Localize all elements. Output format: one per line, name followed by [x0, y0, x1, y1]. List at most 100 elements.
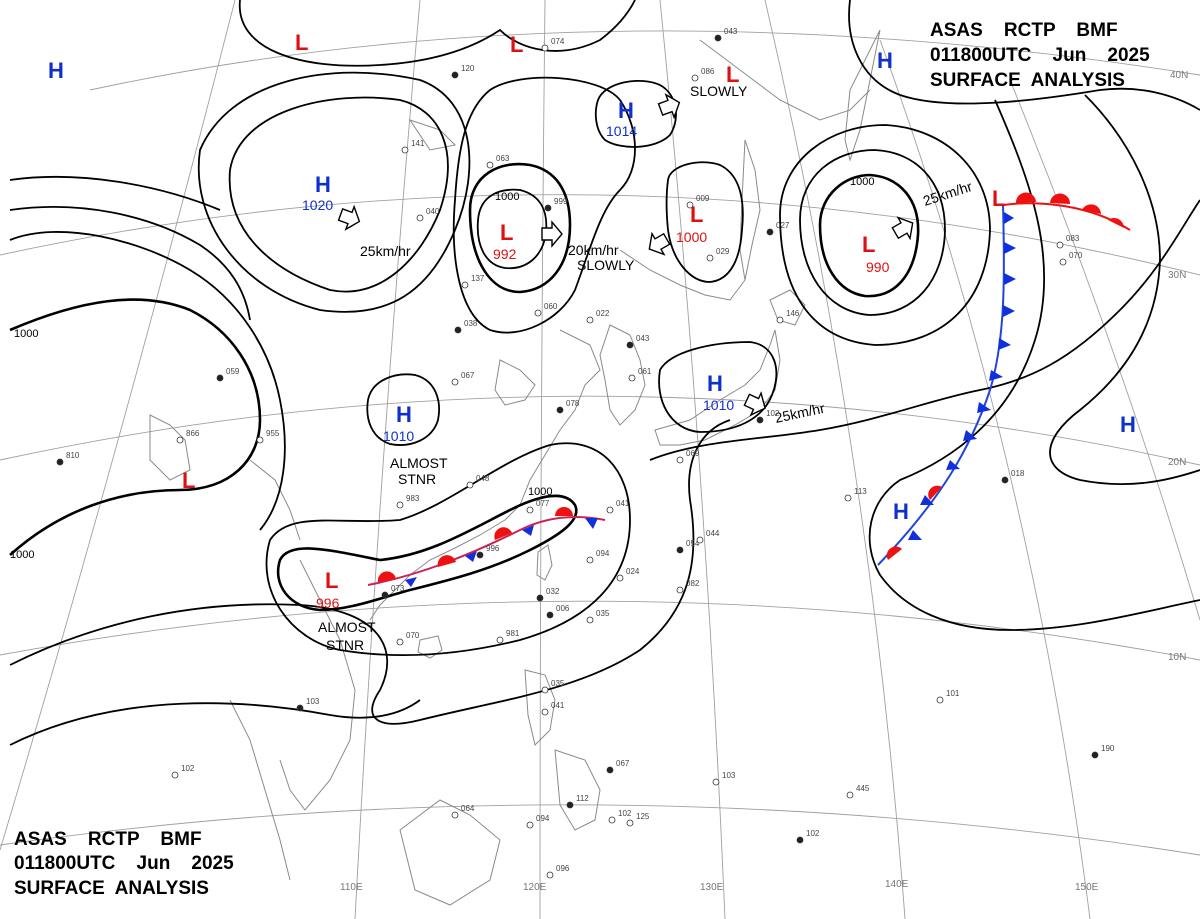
- pacific-cold-tri-5: [998, 338, 1011, 350]
- station-value: 102: [766, 409, 780, 418]
- isobar-japan-high: [658, 341, 778, 433]
- high-japan-letter: H: [707, 371, 723, 396]
- station-marker: [766, 228, 774, 236]
- station-plot: 078: [556, 399, 580, 414]
- isobar-label-3: 1000: [14, 328, 38, 340]
- station-marker: [566, 801, 574, 809]
- station-value: 999: [554, 197, 568, 206]
- high-mongolia-letter: H: [315, 172, 331, 197]
- station-value: 061: [638, 367, 652, 376]
- station-plot: 048: [466, 474, 490, 489]
- station-plot: 102: [756, 409, 780, 424]
- station-plot: 070: [1059, 251, 1083, 266]
- station-value: 022: [596, 309, 610, 318]
- station-marker: [606, 766, 614, 774]
- station-value: 069: [686, 449, 700, 458]
- station-value: 077: [536, 499, 550, 508]
- pacific-warm-bump-2: [1050, 193, 1071, 204]
- note-south-stnr-almost: ALMOST: [318, 619, 376, 635]
- station-marker: [676, 456, 684, 464]
- header-top-right: ASAS RCTP BMF 011800UTC Jun 2025 SURFACE…: [930, 20, 1150, 91]
- station-marker: [256, 436, 264, 444]
- south-china-front: [367, 507, 606, 587]
- station-marker: [776, 316, 784, 324]
- isobar-japan-south: [649, 199, 1200, 461]
- station-plot: 999: [544, 197, 568, 212]
- station-marker: [216, 374, 224, 382]
- isobar-pacific-low-3: [779, 124, 991, 346]
- station-marker: [676, 546, 684, 554]
- warm-front-bump-1: [377, 571, 396, 582]
- station-value: 810: [66, 451, 80, 460]
- station-plot: 035: [541, 679, 565, 694]
- station-marker: [556, 406, 564, 414]
- station-marker: [796, 836, 804, 844]
- station-value: 083: [1066, 234, 1080, 243]
- station-plot: 141: [401, 139, 425, 154]
- station-marker: [1059, 258, 1067, 266]
- arrow-sea-of-japan: [648, 231, 671, 256]
- station-plot: 112: [566, 794, 589, 809]
- isobar-far-ne: [848, 0, 1200, 111]
- isobar-west-band: [9, 206, 251, 321]
- station-value: 018: [1011, 469, 1025, 478]
- station-value: 981: [506, 629, 520, 638]
- station-value: 027: [776, 221, 790, 230]
- station-plot: 086: [691, 67, 715, 82]
- station-marker: [696, 536, 704, 544]
- coast-sakhalin: [739, 139, 761, 281]
- front-line-south: [367, 516, 606, 586]
- station-value: 102: [806, 829, 820, 838]
- station-plot: 038: [454, 319, 478, 334]
- station-value: 060: [544, 302, 558, 311]
- station-marker: [171, 771, 179, 779]
- station-plot: 035: [586, 609, 610, 624]
- note-mongolia-speed: 25km/hr: [360, 243, 411, 259]
- pacific-front: [877, 192, 1131, 566]
- station-plots: 120 074 086 043 141 063 999 009 029 027 040 137 038 0…: [56, 27, 1115, 879]
- station-marker: [396, 638, 404, 646]
- arrow-pacific-low: [891, 216, 914, 241]
- pressure-systems: H L L H 1020 L 992 H 1014 L L 1000 H L 9…: [48, 30, 1136, 611]
- parallel-10n: [0, 600, 1200, 661]
- station-value: 120: [461, 64, 475, 73]
- motion-notes: 25km/hr 20km/hr SLOWLY SLOWLY 25km/hr 25…: [318, 83, 974, 653]
- low-south-china-letter: L: [325, 568, 338, 593]
- station-value: 038: [464, 319, 478, 328]
- arrow-okhotsk: [657, 93, 681, 120]
- station-marker: [714, 34, 722, 42]
- pacific-warm-bump-1: [1015, 192, 1036, 203]
- arrow-manchuria: [541, 220, 563, 248]
- station-plot: 094: [526, 814, 550, 829]
- station-value: 078: [566, 399, 580, 408]
- station-value: 190: [1101, 744, 1115, 753]
- coast-korea: [599, 324, 646, 426]
- coast-luzon: [524, 669, 556, 746]
- station-marker: [396, 501, 404, 509]
- station-value: 983: [406, 494, 420, 503]
- station-marker: [712, 778, 720, 786]
- station-value: 125: [636, 812, 650, 821]
- arrow-mongolia: [337, 204, 361, 231]
- station-value: 955: [266, 429, 280, 438]
- station-plot: 009: [686, 194, 710, 209]
- high-far-north-letter: H: [877, 48, 893, 73]
- station-value: 035: [551, 679, 565, 688]
- isobar-label-2: 1000: [850, 176, 874, 188]
- lat-label-40n: 40N: [1170, 70, 1188, 81]
- station-value: 054: [686, 539, 700, 548]
- station-plot: 190: [1091, 744, 1115, 759]
- station-value: 009: [696, 194, 710, 203]
- station-plot: 041: [606, 499, 630, 514]
- pacific-cold-tri-1: [1004, 212, 1014, 224]
- station-marker: [546, 611, 554, 619]
- low-okhotsk-letter: L: [726, 62, 739, 87]
- station-plot: 103: [296, 697, 320, 712]
- station-marker: [461, 281, 469, 289]
- station-plot: 102: [796, 829, 820, 844]
- station-plot: 006: [546, 604, 570, 619]
- station-plot: 063: [486, 154, 510, 169]
- station-value: 445: [856, 784, 870, 793]
- isobar-pacific-low-1: [818, 173, 920, 298]
- header-top-line-1: ASAS RCTP BMF: [930, 20, 1118, 41]
